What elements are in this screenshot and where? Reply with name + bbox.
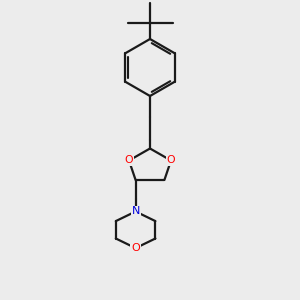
Text: O: O xyxy=(131,243,140,253)
Text: O: O xyxy=(167,155,175,165)
Text: O: O xyxy=(125,155,133,165)
Text: N: N xyxy=(131,206,140,217)
